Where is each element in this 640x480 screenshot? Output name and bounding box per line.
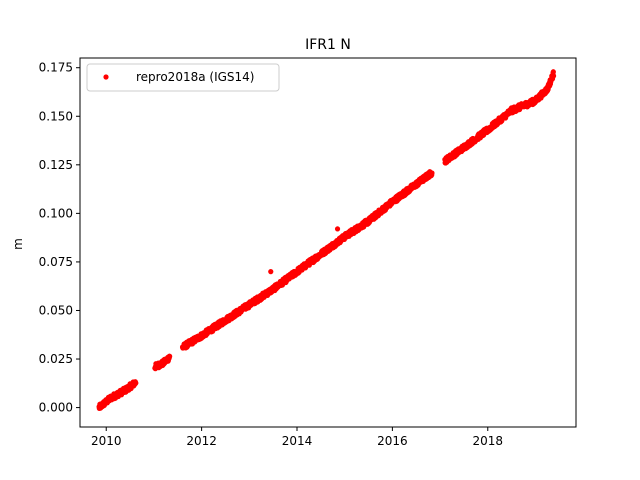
x-tick-label: 2010 (91, 434, 122, 448)
x-axis-ticks: 2010 2012 2014 2016 2018 (91, 427, 503, 448)
x-tick-label: 2016 (377, 434, 408, 448)
chart-title: IFR1 N (305, 37, 351, 53)
data-point (429, 170, 435, 176)
plot-area-frame (79, 57, 577, 428)
y-tick-label: 0.100 (39, 206, 73, 220)
data-points (96, 69, 557, 412)
data-point (167, 353, 173, 359)
data-point (133, 380, 139, 386)
data-point (550, 73, 557, 79)
x-tick-label: 2018 (472, 434, 503, 448)
legend-box (86, 63, 280, 92)
y-axis-ticks: 0.000 0.025 0.050 0.075 0.100 0.125 0.150 0.175 (39, 61, 80, 415)
y-axis-label: m (11, 238, 25, 250)
legend: repro2018a (IGS14) (86, 63, 280, 92)
data-point (550, 69, 556, 75)
outlier-point (334, 226, 341, 232)
y-tick-label: 0.175 (39, 61, 73, 75)
legend-label: repro2018a (IGS14) (136, 70, 254, 84)
legend-marker (103, 74, 109, 80)
x-tick-label: 2014 (282, 434, 313, 448)
y-tick-label: 0.125 (39, 158, 73, 172)
y-tick-label: 0.075 (39, 255, 73, 269)
y-tick-label: 0.000 (39, 401, 73, 415)
y-tick-label: 0.025 (39, 352, 73, 366)
outlier-point (268, 269, 274, 275)
y-tick-label: 0.150 (39, 109, 73, 123)
y-tick-label: 0.050 (39, 303, 73, 317)
x-tick-label: 2012 (186, 434, 217, 448)
